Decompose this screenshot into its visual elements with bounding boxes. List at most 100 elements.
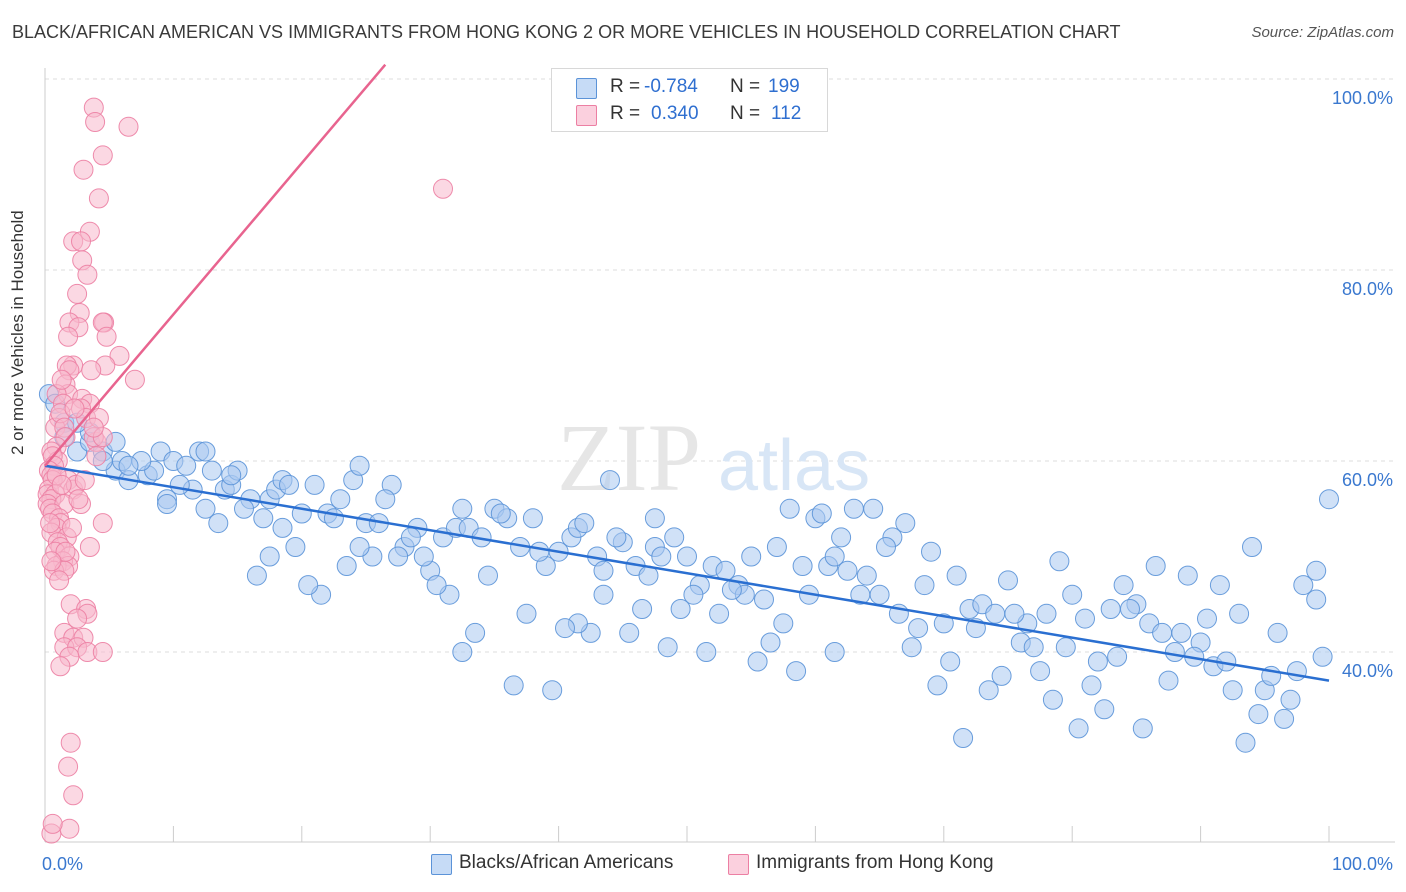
- blue-point-87: [998, 570, 1018, 591]
- blue-point-174: [529, 541, 550, 562]
- y-tick-label-3: 100.0%: [1332, 88, 1393, 108]
- blue-point-163: [670, 599, 691, 619]
- blue-point-82: [933, 613, 954, 634]
- blue-point-118: [1248, 704, 1269, 725]
- pink-point-84: [67, 608, 88, 629]
- blue-point-155: [773, 613, 794, 634]
- blue-point-143: [927, 675, 948, 696]
- blue-point-133: [1055, 637, 1076, 658]
- blue-point-66: [741, 546, 762, 567]
- blue-point-139: [978, 680, 999, 701]
- blue-point-194: [272, 517, 293, 538]
- pink-point-106: [62, 517, 82, 538]
- blue-point-120: [1222, 680, 1243, 701]
- blue-point-80: [908, 618, 929, 639]
- blue-point-145: [901, 637, 922, 658]
- pink-point-102: [74, 470, 95, 491]
- blue-point-130: [1094, 699, 1115, 720]
- blue-point-147: [876, 537, 896, 557]
- blue-point-119: [1235, 732, 1256, 753]
- blue-point-70: [792, 556, 813, 576]
- blue-point-101: [1177, 565, 1198, 586]
- blue-point-186: [375, 489, 396, 510]
- pink-point-1: [85, 112, 106, 132]
- blue-point-189: [336, 556, 357, 576]
- blue-point-176: [503, 675, 524, 696]
- bottom-legend-label-pink: Immigrants from Hong Kong: [756, 852, 994, 873]
- pink-point-111: [51, 369, 72, 390]
- blue-point-95: [1100, 599, 1121, 619]
- bottom-legend-swatch-blue: [431, 854, 452, 875]
- blue-point-113: [1319, 489, 1339, 510]
- watermark-zip: ZIP: [557, 404, 701, 511]
- blue-point-183: [413, 546, 434, 567]
- blue-point-99: [1152, 622, 1173, 643]
- blue-point-164: [657, 637, 678, 658]
- pink-point-27: [124, 369, 145, 390]
- y-tick-label-1: 60.0%: [1342, 470, 1393, 490]
- blue-point-108: [1267, 622, 1288, 643]
- pink-point-3: [92, 145, 113, 166]
- blue-point-54: [600, 470, 620, 491]
- blue-trend-line: [44, 464, 1330, 682]
- blue-point-124: [1171, 622, 1192, 643]
- blue-point-127: [1132, 718, 1153, 739]
- blue-point-89: [1023, 637, 1044, 658]
- blue-point-180: [452, 642, 473, 662]
- blue-point-132: [1068, 718, 1089, 739]
- blue-point-192: [298, 575, 319, 596]
- legend-swatch-blue: [576, 78, 597, 99]
- legend-n-value-blue: 199: [768, 76, 800, 97]
- blue-point-168: [606, 527, 627, 548]
- blue-point-40: [452, 498, 473, 519]
- blue-point-144: [914, 575, 935, 596]
- pink-point-73: [79, 537, 100, 557]
- blue-point-46: [522, 508, 543, 529]
- blue-point-131: [1081, 675, 1102, 696]
- blue-point-128: [1120, 599, 1140, 619]
- blue-point-129: [1107, 646, 1128, 667]
- blue-point-184: [400, 527, 421, 548]
- blue-point-141: [953, 728, 974, 748]
- bottom-legend-swatch-pink: [728, 854, 749, 875]
- blue-point-68: [766, 537, 787, 557]
- blue-point-94: [1087, 651, 1108, 672]
- blue-point-73: [824, 546, 845, 567]
- pink-point-18: [58, 326, 79, 347]
- pink-point-9: [71, 231, 91, 252]
- bottom-legend-label-blue: Blacks/African Americans: [459, 852, 674, 873]
- legend-r-label: R =: [610, 76, 641, 97]
- blue-point-126: [1145, 556, 1166, 576]
- x-tick-label-min: 0.0%: [42, 854, 83, 874]
- blue-point-121: [1209, 575, 1230, 596]
- pink-point-91: [92, 642, 113, 662]
- blue-point-134: [1042, 689, 1063, 710]
- blue-point-166: [632, 599, 653, 619]
- pink-point-96: [63, 785, 84, 806]
- blue-point-203: [157, 494, 177, 514]
- trend-lines: [44, 63, 1330, 682]
- chart-title: BLACK/AFRICAN AMERICAN VS IMMIGRANTS FRO…: [12, 22, 1121, 42]
- x-tick-label-max: 100.0%: [1332, 854, 1393, 874]
- blue-point-190: [323, 508, 344, 529]
- pink-point-93: [50, 656, 71, 677]
- blue-point-138: [991, 665, 1012, 686]
- blue-point-31: [349, 455, 370, 476]
- pink-point-19: [96, 326, 117, 347]
- pink-trend-line: [44, 63, 387, 467]
- legend-r-value-pink: 0.340: [651, 103, 699, 124]
- correlation-legend: R = -0.784 N = 199 R = 0.340 N = 112: [551, 68, 828, 132]
- blue-point-51: [574, 513, 595, 534]
- pink-point-94: [60, 732, 81, 753]
- blue-point-135: [1030, 661, 1051, 682]
- legend-n-label: N =: [730, 76, 761, 97]
- blue-point-114: [1306, 560, 1327, 581]
- blue-point-60: [664, 527, 685, 548]
- blue-point-93: [1075, 608, 1095, 629]
- blue-point-15: [195, 441, 216, 462]
- blue-point-90: [1036, 603, 1057, 624]
- blue-point-16: [201, 460, 222, 481]
- pink-point-109: [83, 417, 104, 438]
- y-tick-label-2: 80.0%: [1342, 279, 1393, 299]
